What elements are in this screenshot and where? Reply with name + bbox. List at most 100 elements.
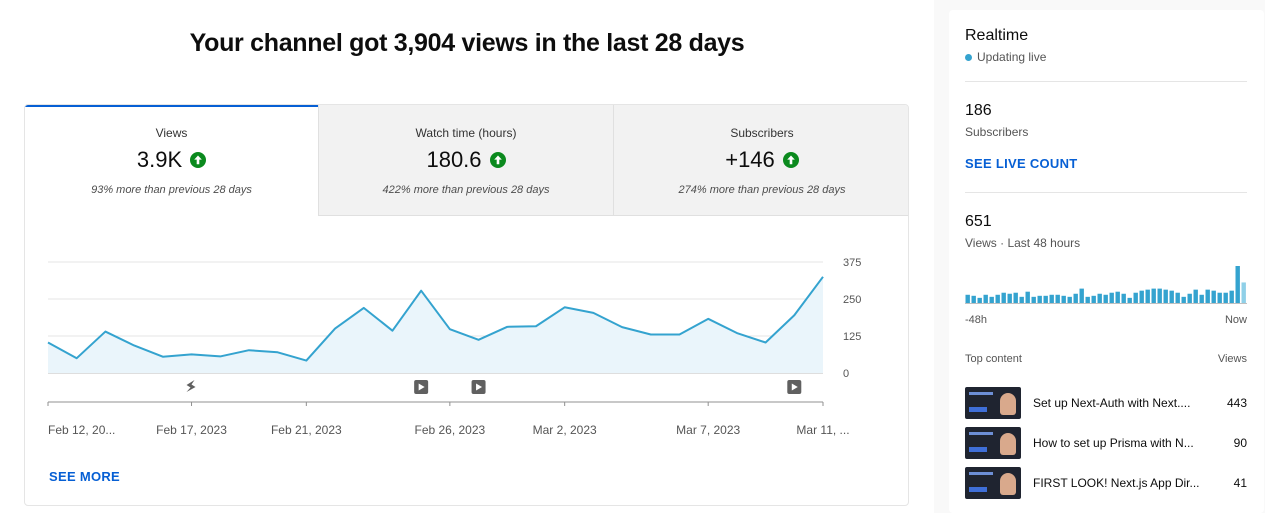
mini-bar [1223,292,1228,303]
mini-bar [1043,295,1048,303]
data-point [103,329,107,333]
y-tick-label: 0 [843,368,849,380]
x-tick-label: Mar 7, 2023 [676,423,740,437]
mini-bar [1025,291,1030,303]
x-tick-label: Mar 2, 2023 [533,423,597,437]
data-point [275,350,279,354]
mini-bar [1187,293,1192,303]
top-content-label: Top content [965,353,1022,365]
mini-bar [1211,290,1216,303]
divider [965,81,1247,82]
mini-bar [1145,289,1150,303]
mini-bar [1061,295,1066,303]
top-content-item[interactable]: FIRST LOOK! Next.js App Dir... 41 [965,467,1247,499]
area-fill [48,276,823,373]
y-tick-label: 125 [843,331,861,343]
data-point [735,331,739,335]
arrow-up-circle-icon [489,152,506,168]
top-content-item[interactable]: How to set up Prisma with N... 90 [965,427,1247,459]
realtime-status: Updating live [977,50,1047,64]
play-icon-triangle [418,383,425,391]
shorts-icon [186,380,196,392]
mini-bar [1049,294,1054,303]
mini-bar [1169,290,1174,303]
data-point [218,354,222,358]
live-dot-icon [965,53,972,61]
video-title: Set up Next-Auth with Next.... [1033,396,1191,410]
mini-bar [1163,289,1168,303]
video-title: FIRST LOOK! Next.js App Dir... [1033,476,1200,490]
mini-bar [1217,292,1222,303]
views-chart[interactable]: 375 250 125 0 Feb 12, 20... Feb 17, 2023 Feb 2… [25,216,908,456]
data-point [505,325,509,329]
tab-value: +146 [725,147,775,172]
video-thumbnail [965,467,1021,499]
mini-bar [1013,292,1018,303]
data-point [247,348,251,352]
tab-watch-time[interactable]: Watch time (hours) 180.6 422% more than … [319,105,614,216]
mini-bar [1127,297,1132,303]
mini-bar [1055,294,1060,303]
see-live-count-link[interactable]: SEE LIVE COUNT [965,156,1078,171]
y-tick-label: 375 [843,257,861,269]
tab-title: Watch time (hours) [415,126,517,140]
data-point [75,356,79,360]
data-point [304,358,308,362]
x-tick-label: Feb 12, 20... [48,423,115,437]
main-panel: Your channel got 3,904 views in the last… [24,29,909,506]
tab-value: 3.9K [136,147,183,172]
views-chart-svg: 375 250 125 0 Feb 12, 20... Feb 17, 2023 Feb 2… [46,257,861,437]
metric-tabs: Views 3.9K 93% more than previous 28 day… [25,105,908,216]
top-content-views-label: Views [1217,353,1247,365]
realtime-subscribers-label: Subscribers [965,125,1029,139]
data-point [448,327,452,331]
data-point [46,340,50,344]
mini-bar [977,297,982,303]
mini-bar [1199,294,1204,303]
mini-bar [1139,290,1144,303]
tab-value: 180.6 [426,147,482,172]
page-headline: Your channel got 3,904 views in the last… [189,29,745,57]
play-icon-triangle [476,383,483,391]
data-point [390,328,394,332]
top-content-item[interactable]: Set up Next-Auth with Next.... 443 [965,387,1247,419]
mini-chart-start-label: -48h [965,314,988,326]
video-thumbnail [965,427,1021,459]
mini-bar [1079,288,1084,303]
data-point [591,311,595,315]
data-point [333,326,337,330]
play-icon-triangle [791,383,798,391]
y-tick-label: 250 [843,294,861,306]
mini-bar [1091,295,1096,303]
mini-bar [1175,292,1180,303]
mini-bar [965,294,970,303]
mini-bar [971,295,976,303]
mini-bar [1133,292,1138,303]
mini-bar [1121,293,1126,303]
video-views: 443 [1226,396,1247,410]
see-more-link[interactable]: SEE MORE [49,469,121,484]
data-point [620,325,624,329]
data-point [534,324,538,328]
mini-bar [1037,295,1042,303]
data-point [792,313,796,317]
tab-subscribers[interactable]: Subscribers +146 274% more than previous… [614,105,908,216]
realtime-title: Realtime [965,27,1029,44]
mini-bar [1229,290,1234,303]
realtime-views-label: Views · Last 48 hours [965,236,1081,250]
tab-views[interactable]: Views 3.9K 93% more than previous 28 day… [25,105,319,216]
mini-bar [1193,289,1198,303]
mini-bar [995,294,1000,303]
data-point [649,332,653,336]
x-tick-label: Feb 26, 2023 [414,423,485,437]
realtime-views-bar-chart[interactable] [965,258,1247,308]
arrow-up-circle-icon [190,152,207,168]
mini-bar [1019,296,1024,303]
video-thumbnail [965,387,1021,419]
data-point [677,332,681,336]
data-point [476,338,480,342]
mini-bar [1073,293,1078,303]
mini-bar [1031,296,1036,303]
x-tick-label: Feb 17, 2023 [156,423,227,437]
divider [965,192,1247,193]
